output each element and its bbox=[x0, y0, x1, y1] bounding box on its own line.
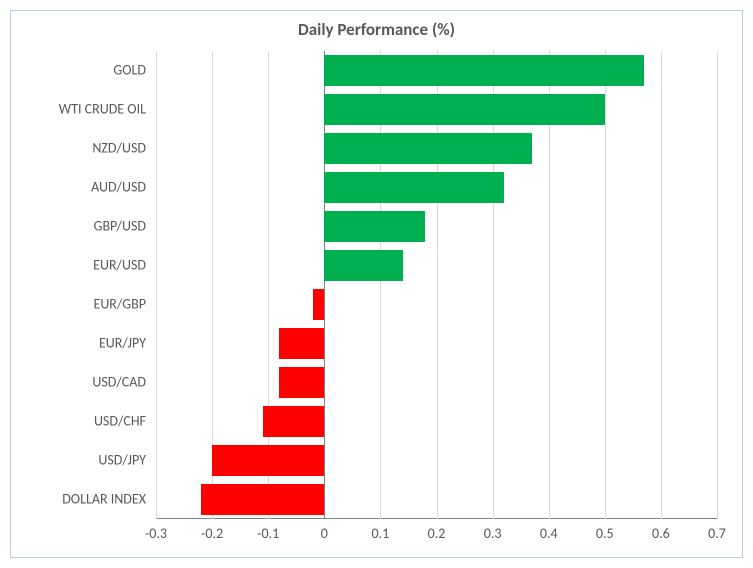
x-tick-label: -0.2 bbox=[201, 519, 223, 542]
chart-title: Daily Performance (%) bbox=[11, 19, 742, 40]
y-category-label: GBP/USD bbox=[94, 218, 156, 235]
x-tick-label: -0.3 bbox=[145, 519, 167, 542]
x-tick-label: -0.1 bbox=[257, 519, 279, 542]
bar bbox=[201, 484, 324, 515]
bar-row: AUD/USD bbox=[156, 168, 717, 207]
x-tick-label: 0.7 bbox=[708, 519, 726, 542]
bar-row: USD/JPY bbox=[156, 441, 717, 480]
bar-row: EUR/USD bbox=[156, 246, 717, 285]
x-tick-label: 0.1 bbox=[372, 519, 390, 542]
bar bbox=[279, 367, 324, 398]
bar-row: USD/CAD bbox=[156, 363, 717, 402]
y-category-label: EUR/GBP bbox=[93, 296, 156, 313]
bar-row: USD/CHF bbox=[156, 402, 717, 441]
x-tick-label: 0.4 bbox=[540, 519, 558, 542]
x-tick-label: 0.3 bbox=[484, 519, 502, 542]
bar-row: EUR/JPY bbox=[156, 324, 717, 363]
x-tick-label: 0 bbox=[321, 519, 328, 542]
bar bbox=[212, 445, 324, 476]
y-category-label: AUD/USD bbox=[91, 179, 156, 196]
bar bbox=[313, 289, 324, 320]
y-category-label: USD/CHF bbox=[94, 413, 156, 430]
bar bbox=[263, 406, 325, 437]
bar-row: GOLD bbox=[156, 51, 717, 90]
x-tick-label: 0.2 bbox=[428, 519, 446, 542]
gridline bbox=[717, 51, 718, 519]
x-tick-label: 0.5 bbox=[596, 519, 614, 542]
bar bbox=[324, 172, 504, 203]
bar-row: EUR/GBP bbox=[156, 285, 717, 324]
bar bbox=[324, 250, 403, 281]
y-category-label: USD/JPY bbox=[98, 452, 156, 469]
y-category-label: NZD/USD bbox=[92, 140, 156, 157]
bar bbox=[324, 211, 425, 242]
y-category-label: EUR/USD bbox=[93, 257, 156, 274]
y-category-label: WTI CRUDE OIL bbox=[59, 101, 156, 118]
bar-row: DOLLAR INDEX bbox=[156, 480, 717, 519]
y-category-label: DOLLAR INDEX bbox=[62, 491, 156, 508]
y-category-label: USD/CAD bbox=[92, 374, 156, 391]
bar bbox=[324, 55, 644, 86]
plot-area: -0.3-0.2-0.100.10.20.30.40.50.60.7GOLDWT… bbox=[156, 51, 717, 519]
bar bbox=[279, 328, 324, 359]
x-tick-label: 0.6 bbox=[652, 519, 670, 542]
bar-row: NZD/USD bbox=[156, 129, 717, 168]
bar-row: WTI CRUDE OIL bbox=[156, 90, 717, 129]
bar bbox=[324, 133, 532, 164]
bar-row: GBP/USD bbox=[156, 207, 717, 246]
bar bbox=[324, 94, 605, 125]
y-category-label: GOLD bbox=[113, 62, 156, 79]
y-category-label: EUR/JPY bbox=[99, 335, 156, 352]
chart-frame: Daily Performance (%) -0.3-0.2-0.100.10.… bbox=[10, 10, 743, 558]
